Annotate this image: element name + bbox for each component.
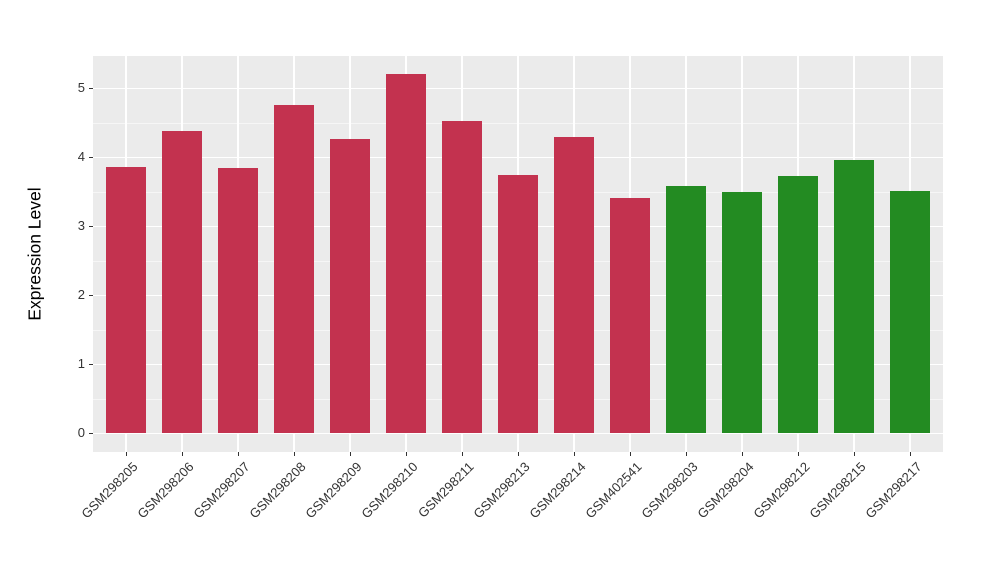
bar-GSM298215 xyxy=(834,159,874,433)
x-tick-mark xyxy=(630,452,631,456)
y-tick-mark xyxy=(89,364,93,365)
y-tick-label: 2 xyxy=(77,287,85,302)
y-tick-label: 3 xyxy=(77,218,85,233)
x-tick-mark xyxy=(686,452,687,456)
x-tick-mark xyxy=(126,452,127,456)
bar-GSM298205 xyxy=(106,166,146,433)
x-tick-mark xyxy=(238,452,239,456)
bar-GSM402541 xyxy=(610,198,650,433)
bar-GSM298203 xyxy=(666,185,706,433)
x-tick-mark xyxy=(574,452,575,456)
y-tick-mark xyxy=(89,433,93,434)
x-tick-mark xyxy=(518,452,519,456)
bar-GSM298204 xyxy=(722,191,762,433)
x-tick-mark xyxy=(462,452,463,456)
x-tick-mark xyxy=(854,452,855,456)
bar-GSM298217 xyxy=(890,190,930,433)
y-tick-label: 0 xyxy=(77,425,85,440)
x-tick-mark xyxy=(294,452,295,456)
x-tick-mark xyxy=(910,452,911,456)
plot-panel xyxy=(93,56,943,452)
bar-GSM298207 xyxy=(218,168,258,433)
y-tick-label: 5 xyxy=(77,80,85,95)
bar-GSM298214 xyxy=(554,136,594,433)
x-tick-mark xyxy=(798,452,799,456)
bar-GSM298213 xyxy=(498,174,538,433)
bar-GSM298206 xyxy=(162,131,202,433)
x-tick-mark xyxy=(350,452,351,456)
y-tick-mark xyxy=(89,226,93,227)
y-tick-mark xyxy=(89,88,93,89)
bar-GSM298212 xyxy=(778,175,818,433)
x-tick-mark xyxy=(182,452,183,456)
bar-GSM298210 xyxy=(386,74,426,433)
y-tick-mark xyxy=(89,295,93,296)
bar-GSM298209 xyxy=(330,139,370,433)
y-tick-label: 1 xyxy=(77,356,85,371)
x-tick-mark xyxy=(742,452,743,456)
y-axis-title: Expression Level xyxy=(24,187,45,321)
y-tick-label: 4 xyxy=(77,149,85,164)
bar-GSM298208 xyxy=(274,104,314,433)
y-tick-mark xyxy=(89,157,93,158)
x-tick-mark xyxy=(406,452,407,456)
bar-GSM298211 xyxy=(442,121,482,433)
